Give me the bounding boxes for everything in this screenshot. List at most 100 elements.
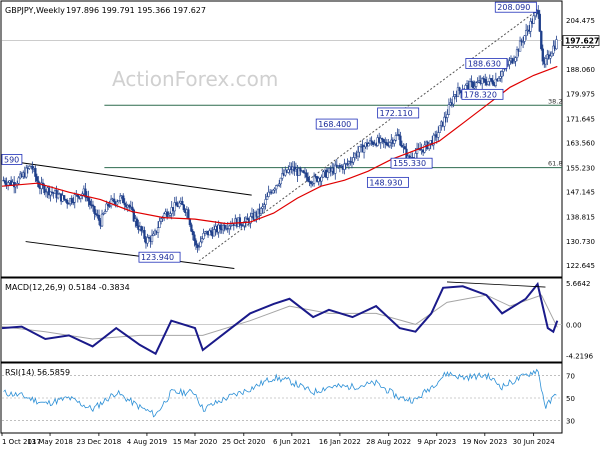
x-axis-tick-label: 30 Jun 2024 [513, 438, 556, 446]
candle-body [209, 230, 213, 233]
candle-body [193, 234, 196, 241]
macd-layer [1, 281, 562, 356]
candle-body [119, 195, 122, 201]
candle-body [79, 195, 82, 199]
candle-body [72, 201, 75, 204]
candle-body [305, 172, 308, 178]
candle-body [491, 80, 494, 85]
candle-body [521, 41, 525, 43]
macd-axis-tick-label: 5.6642 [566, 280, 591, 288]
moving-average-line [1, 65, 558, 225]
candle-body [140, 226, 143, 232]
price-annotation-label: 590 [4, 155, 19, 164]
candle-body [158, 220, 161, 228]
candle-body [399, 135, 402, 146]
candle-body [223, 225, 226, 230]
candle-body [275, 185, 278, 190]
candle-body [35, 176, 39, 182]
candle-body [162, 213, 166, 218]
candle-body [31, 165, 34, 170]
candle-body [175, 202, 178, 206]
candle-body [484, 79, 487, 83]
candle-body [446, 114, 449, 118]
candle-body [458, 87, 461, 91]
candle-body [44, 191, 48, 194]
candle-body [117, 200, 120, 203]
candle-body [281, 173, 284, 179]
candle-body [264, 199, 267, 205]
candle-body [94, 213, 98, 216]
downtrend-lower-line [25, 241, 235, 270]
candle-body [249, 216, 252, 224]
last-price-label: 197.627 [565, 37, 599, 46]
candle-body [135, 218, 139, 227]
candle-body [73, 194, 76, 203]
candle-body [306, 176, 310, 182]
candle-body [456, 87, 460, 97]
candle-body [70, 198, 73, 203]
candle-body [84, 188, 87, 198]
rsi-axis-tick-label: 70 [566, 372, 575, 380]
candle-body [25, 167, 28, 178]
candle-body [385, 142, 388, 145]
candle-body [334, 164, 337, 174]
candle-body [196, 244, 199, 248]
candle-body [132, 209, 135, 222]
candle-body [397, 134, 401, 137]
x-axis-tick-label: 25 Oct 2020 [222, 438, 265, 446]
candle-body [273, 188, 276, 191]
fib-level-label: 38.2 [548, 97, 562, 105]
candle-body [259, 208, 263, 214]
candle-body [173, 202, 176, 212]
candle-body [246, 217, 249, 220]
candle-body [267, 191, 270, 197]
rsi-axis-tick-label: 50 [566, 395, 575, 403]
candle-body [178, 202, 181, 208]
price-axis-tick-label: 138.815 [566, 214, 595, 222]
candle-body [159, 218, 163, 222]
candle-body [112, 198, 116, 203]
candle-body [311, 183, 314, 185]
last-price-marker [562, 35, 600, 46]
macd-axis-tick-label: -4.2196 [566, 352, 594, 360]
candle-body [541, 48, 544, 62]
candle-body [208, 230, 211, 236]
candle-body [203, 231, 207, 234]
candle-body [191, 231, 195, 236]
rsi-line [3, 368, 557, 418]
candle-body [297, 168, 301, 176]
candle-body [381, 138, 384, 140]
candle-body [482, 78, 485, 80]
candle-body [34, 168, 37, 177]
x-axis-tick-label: 6 Jun 2021 [273, 438, 311, 446]
candle-body [347, 161, 351, 164]
x-axis-tick-label: 19 Nov 2023 [462, 438, 507, 446]
candle-body [109, 198, 113, 207]
chart-symbol: GBPJPY,Weekly [5, 6, 65, 15]
candle-body [265, 196, 269, 200]
candle-body [544, 58, 547, 65]
price-annotation-label: 168.400 [318, 120, 351, 129]
candle-body [423, 144, 426, 153]
candle-body [276, 184, 279, 187]
candle-body [514, 57, 517, 62]
macd-axis-tick-label: 0.00 [566, 321, 582, 329]
watermark: ActionForex.com [112, 67, 278, 91]
candle-body [278, 183, 281, 186]
candle-body [494, 78, 497, 86]
price-annotation-label: 123.940 [141, 253, 174, 262]
candle-body [322, 171, 325, 178]
candle-body [532, 15, 535, 24]
candle-body [56, 194, 60, 199]
candle-body [228, 225, 231, 229]
candle-body [428, 143, 431, 149]
candle-body [87, 196, 90, 202]
x-axis-tick-label: 28 Aug 2022 [366, 438, 411, 446]
candle-body [91, 204, 95, 207]
candle-body [49, 191, 52, 196]
price-annotation-label: 188.630 [468, 59, 501, 68]
candle-body [352, 157, 355, 163]
candle-body [367, 143, 370, 147]
